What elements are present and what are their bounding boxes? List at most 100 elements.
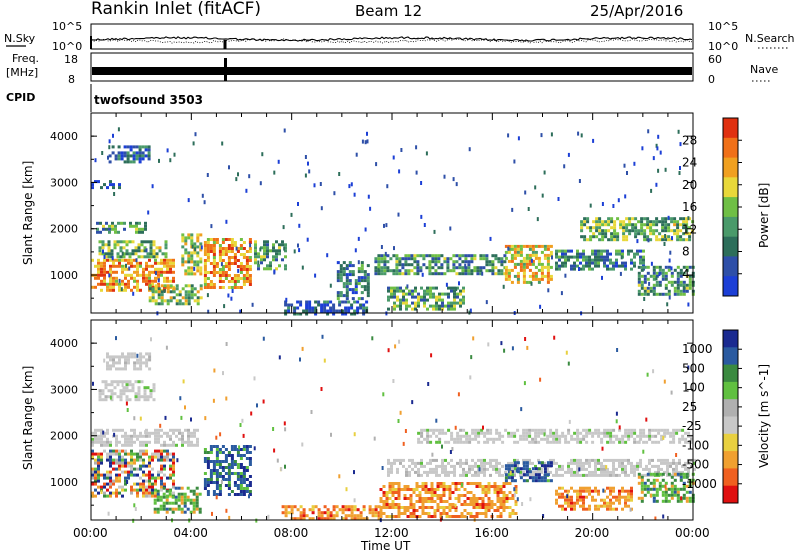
data-cell	[393, 292, 396, 296]
data-cell	[570, 507, 573, 511]
data-cell	[135, 151, 139, 155]
data-cell	[242, 493, 246, 496]
data-cell	[534, 277, 538, 281]
data-cell	[508, 482, 512, 485]
data-cell	[186, 507, 190, 511]
data-cell	[604, 229, 608, 233]
data-cell	[112, 288, 115, 292]
data-cell	[462, 467, 465, 471]
data-cell	[682, 226, 686, 230]
data-cell	[117, 145, 121, 149]
data-cell	[302, 508, 306, 512]
scatter-cell	[364, 227, 367, 232]
data-cell	[187, 236, 191, 240]
data-cell	[363, 276, 367, 280]
data-cell	[100, 458, 103, 462]
data-cell	[483, 461, 486, 465]
data-cell	[233, 493, 237, 496]
data-cell	[447, 295, 450, 299]
data-cell	[594, 431, 598, 435]
colorbar-tick-label: 16	[682, 200, 697, 214]
data-cell	[209, 475, 213, 478]
data-cell	[184, 428, 187, 432]
data-cell	[121, 461, 124, 465]
data-cell	[94, 437, 97, 441]
data-cell	[112, 183, 115, 187]
data-cell	[145, 282, 148, 286]
data-cell	[192, 501, 196, 505]
data-cell	[637, 271, 641, 275]
data-cell	[594, 464, 597, 468]
data-cell	[209, 448, 213, 451]
data-cell	[482, 257, 486, 261]
data-cell	[452, 263, 456, 267]
data-cell	[118, 479, 121, 483]
scatter-cell	[262, 399, 265, 404]
data-cell	[124, 449, 127, 453]
data-cell	[531, 428, 535, 432]
data-cell	[595, 229, 599, 233]
data-cell	[588, 255, 591, 259]
scatter-cell	[310, 410, 313, 414]
data-cell	[383, 269, 387, 273]
data-cell	[118, 449, 121, 453]
data-cell	[646, 289, 650, 293]
data-cell	[645, 473, 648, 477]
data-cell	[396, 295, 399, 299]
data-cell	[190, 290, 194, 294]
data-cell	[453, 473, 456, 477]
data-cell	[504, 271, 508, 275]
data-cell	[233, 259, 237, 262]
data-cell	[308, 517, 312, 521]
data-cell	[552, 473, 555, 477]
scatter-cell	[415, 170, 418, 175]
data-cell	[597, 504, 600, 508]
data-cell	[651, 458, 654, 462]
data-cell	[239, 472, 243, 475]
data-cell	[537, 470, 540, 474]
data-cell	[215, 241, 219, 244]
data-cell	[221, 445, 225, 448]
scatter-cell	[94, 158, 97, 163]
data-cell	[525, 280, 529, 284]
data-cell	[360, 261, 364, 265]
data-cell	[366, 282, 370, 286]
data-cell	[109, 479, 112, 483]
data-cell	[385, 503, 389, 506]
nsearch-tick-top: 10^5	[708, 20, 738, 33]
data-cell	[555, 255, 558, 259]
data-cell	[658, 238, 662, 242]
data-cell	[125, 383, 129, 387]
data-cell	[528, 247, 532, 251]
data-cell	[652, 286, 656, 290]
data-cell	[624, 431, 628, 435]
data-cell	[115, 276, 118, 280]
data-cell	[467, 266, 471, 270]
data-cell	[624, 489, 627, 493]
data-cell	[187, 272, 191, 276]
data-cell	[97, 452, 100, 456]
data-cell	[676, 229, 680, 233]
scatter-cell	[521, 502, 524, 506]
data-cell	[618, 458, 621, 462]
data-cell	[480, 428, 484, 432]
data-cell	[499, 503, 503, 506]
scatter-cell	[201, 193, 204, 198]
data-cell	[224, 265, 228, 268]
data-cell	[245, 469, 249, 472]
data-cell	[592, 226, 596, 230]
data-cell	[484, 488, 488, 491]
data-cell	[163, 455, 166, 459]
scatter-cell	[659, 150, 662, 155]
data-cell	[669, 461, 672, 465]
data-cell	[417, 431, 421, 435]
data-cell	[534, 256, 538, 260]
data-cell	[403, 506, 407, 509]
scatter-cell	[298, 223, 301, 228]
data-cell	[132, 157, 136, 161]
data-cell	[682, 475, 686, 479]
data-cell	[106, 494, 109, 498]
data-cell	[209, 445, 213, 448]
data-cell	[248, 283, 252, 286]
